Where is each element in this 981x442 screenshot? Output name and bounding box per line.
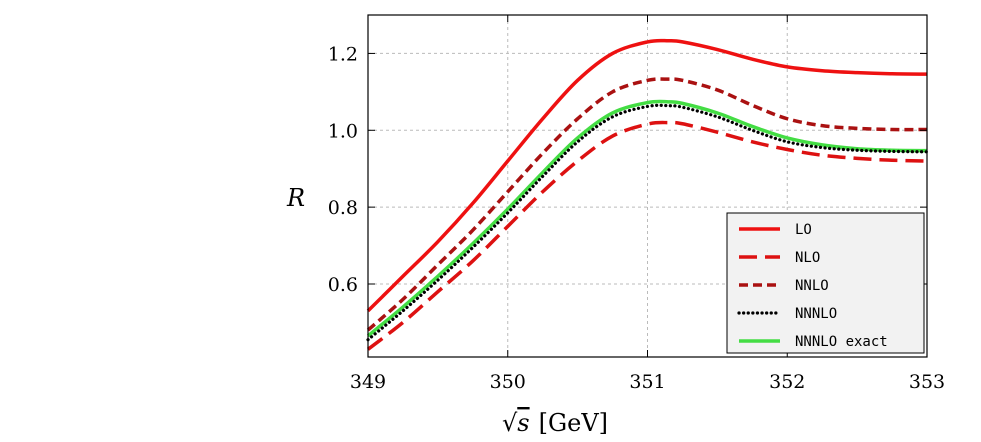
x-tick-label: 349 [350, 371, 386, 393]
legend-item: NLO [739, 250, 820, 266]
x-tick-label: 350 [490, 371, 526, 393]
legend-box [726, 212, 925, 354]
legend-label: LO [795, 222, 812, 238]
legend-item: NNNLO exact [739, 334, 888, 350]
y-tick-label: 1.2 [328, 43, 358, 65]
legend-label: NNLO [795, 278, 829, 294]
legend-item: NNLO [739, 278, 829, 294]
legend-item: NNNLO [737, 306, 837, 322]
legend-label: NNNLO exact [795, 334, 888, 350]
x-tick-label: 353 [909, 371, 945, 393]
series-line-lo [366, 38, 928, 313]
svg-text:√s[GeV]: √s [GeV] [502, 409, 608, 437]
series-line-nnnlo [366, 103, 929, 342]
y-tick-label: 1.0 [328, 120, 358, 142]
series-line-nnnlo-exact [366, 99, 928, 338]
y-tick-label: 0.8 [328, 197, 358, 219]
x-axis-title-root: √ [502, 409, 518, 437]
series-lines [366, 38, 929, 351]
legend-item: LO [739, 222, 812, 238]
series-line-nlo [366, 120, 928, 351]
legend: LO NLO NNLO NNNLO NNNLO exact [726, 212, 925, 354]
x-axis-title-variable: s [517, 409, 529, 437]
series-line-nnlo [366, 77, 928, 332]
y-axis-title: R [286, 184, 305, 212]
x-axis-title-unit: [GeV] [539, 409, 608, 437]
y-tick-label: 0.6 [328, 274, 358, 296]
legend-label: NLO [795, 250, 820, 266]
legend-label: NNNLO [795, 306, 837, 322]
x-tick-label: 351 [629, 371, 665, 393]
x-tick-label: 352 [769, 371, 805, 393]
x-axis-title: √s [GeV] [502, 409, 608, 437]
axis-ticks: 349 350 351 352 353 0.6 0.8 1.0 1.2 [328, 15, 945, 393]
